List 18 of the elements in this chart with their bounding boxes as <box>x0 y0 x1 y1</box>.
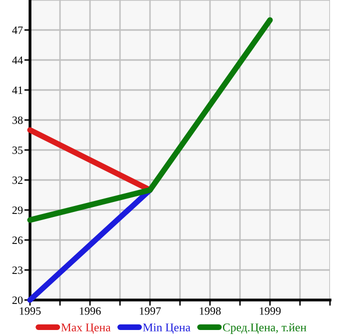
legend-label: Сред.Цена, т.йен <box>222 323 306 334</box>
y-tick-label: 38 <box>12 116 23 124</box>
x-tick-label: 1998 <box>200 307 221 315</box>
y-tick-label: 32 <box>12 176 22 184</box>
x-tick-label: 1997 <box>140 307 161 315</box>
y-tick-label: 26 <box>12 236 23 244</box>
y-tick-label: 29 <box>12 206 23 214</box>
y-tick-label: 35 <box>12 146 23 154</box>
y-tick-label: 20 <box>12 296 23 304</box>
y-tick-label: 47 <box>12 26 23 34</box>
x-tick-label: 1995 <box>20 307 41 315</box>
legend-label: Max Цена <box>61 324 111 334</box>
y-tick-label: 23 <box>12 266 23 274</box>
legend-label: Min Цена <box>142 323 190 334</box>
y-tick-label: 41 <box>12 86 22 94</box>
y-tick-label: 44 <box>12 56 23 64</box>
x-tick-label: 1999 <box>260 307 281 315</box>
x-tick-label: 1996 <box>80 307 101 315</box>
